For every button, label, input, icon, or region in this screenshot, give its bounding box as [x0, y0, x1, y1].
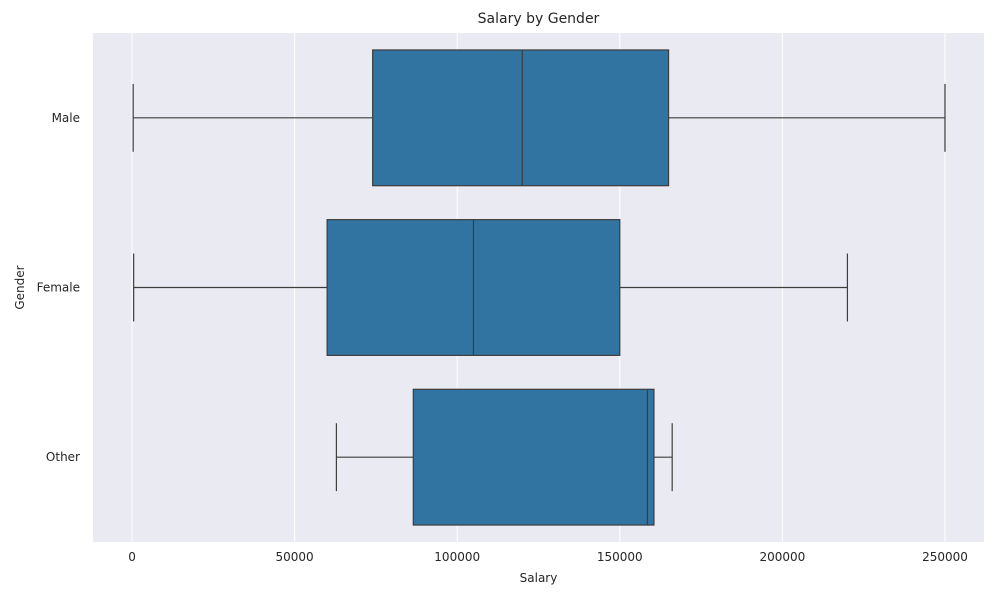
box-series — [132, 49, 946, 526]
y-tick-label: Other — [46, 450, 80, 464]
iqr-box — [412, 388, 655, 526]
x-axis-label: Salary — [520, 571, 558, 585]
x-tick-label: 100000 — [434, 550, 480, 564]
y-tick-label: Female — [37, 281, 80, 295]
y-axis-label: Gender — [13, 265, 27, 309]
iqr-box — [372, 49, 670, 187]
chart-title: Salary by Gender — [478, 11, 600, 27]
x-tick-label: 250000 — [922, 550, 968, 564]
x-tick-label: 200000 — [759, 550, 805, 564]
x-tick-label: 150000 — [597, 550, 643, 564]
x-axis-ticks: 0 50000 100000 150000 200000 250000 — [128, 550, 968, 564]
box-female — [133, 219, 849, 356]
y-tick-label: Male — [52, 111, 80, 125]
box-male — [132, 49, 946, 187]
x-tick-label: 50000 — [276, 550, 314, 564]
y-axis-ticks: Male Female Other — [37, 111, 80, 464]
box-other — [335, 388, 673, 526]
x-tick-label: 0 — [128, 550, 136, 564]
